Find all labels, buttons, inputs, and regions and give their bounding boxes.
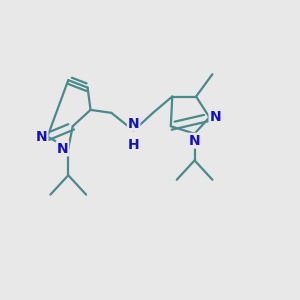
- Text: N: N: [128, 117, 140, 131]
- Text: N: N: [209, 110, 221, 124]
- Text: N: N: [57, 142, 68, 155]
- Text: H: H: [128, 138, 140, 152]
- Text: N: N: [36, 130, 47, 144]
- Text: N: N: [189, 134, 200, 148]
